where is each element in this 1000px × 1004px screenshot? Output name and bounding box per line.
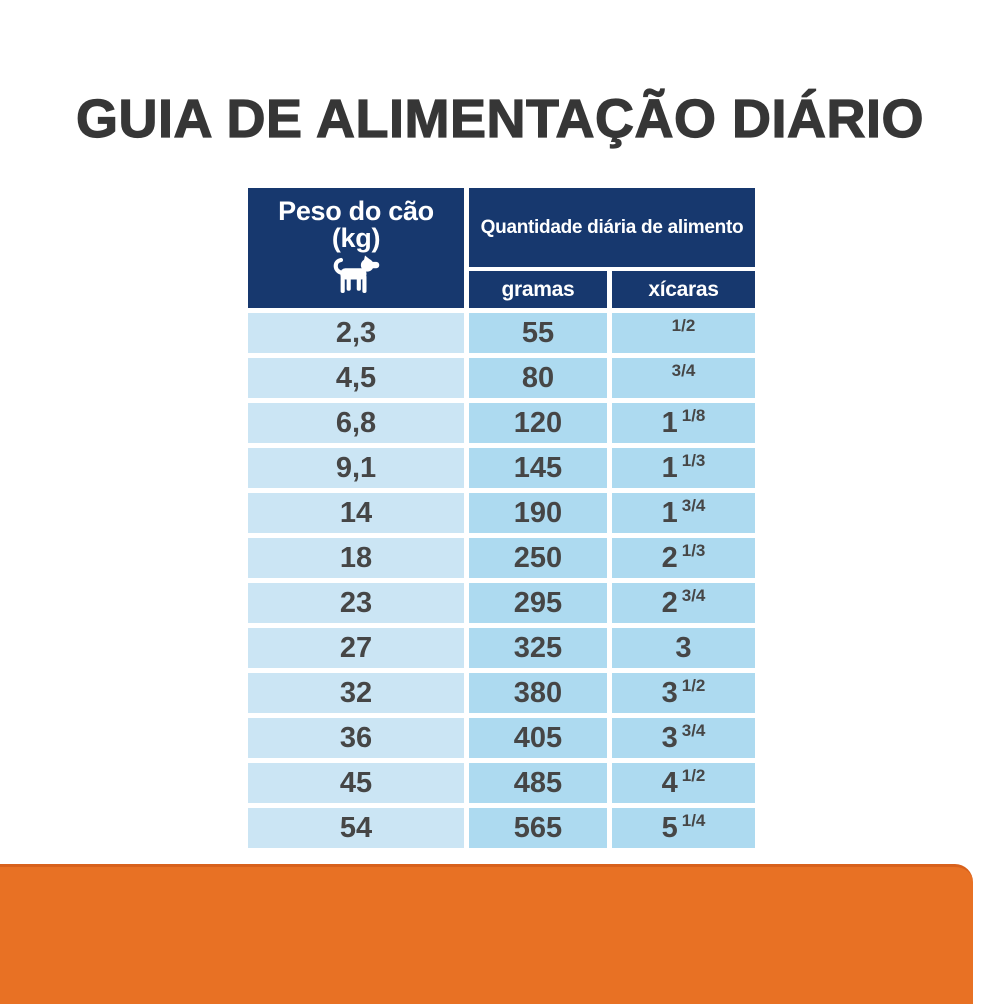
cell-dog-weight: 32 <box>248 673 464 713</box>
cell-cups: 4 1/2 <box>612 763 755 803</box>
header-cell-dog-weight: Peso do cão (kg) <box>248 188 464 308</box>
orange-footer-band <box>0 864 973 1004</box>
table-row: 6,8 120 1 1/8 <box>248 403 755 443</box>
cell-dog-weight: 45 <box>248 763 464 803</box>
cups-fraction: 1/2 <box>681 676 706 695</box>
cups-fraction: 1/3 <box>681 541 706 560</box>
dog-icon <box>333 255 380 294</box>
cell-grams: 190 <box>469 493 607 533</box>
dog-weight-unit-label: (kg) <box>331 223 381 254</box>
cell-cups: 1 1/3 <box>612 448 755 488</box>
cups-whole-number: 3 <box>661 676 678 709</box>
cups-fraction: 1/2 <box>681 766 706 785</box>
cups-fraction: 3/4 <box>681 721 706 740</box>
table-row: 32 380 3 1/2 <box>248 673 755 713</box>
cups-fraction: 3/4 <box>681 586 706 605</box>
cups-whole-number: 3 <box>675 631 692 664</box>
dog-weight-label: Peso do cão <box>278 196 434 226</box>
cell-dog-weight: 14 <box>248 493 464 533</box>
cups-fraction: 1/4 <box>681 811 706 830</box>
table-row: 45 485 4 1/2 <box>248 763 755 803</box>
cell-cups: 3/4 <box>612 358 755 398</box>
cell-grams: 250 <box>469 538 607 578</box>
page-title: GUIA DE ALIMENTAÇÃO DIÁRIO <box>75 88 924 149</box>
cell-grams: 120 <box>469 403 607 443</box>
cell-dog-weight: 4,5 <box>248 358 464 398</box>
header-cell-grams: gramas <box>469 271 607 308</box>
table-row: 54 565 5 1/4 <box>248 808 755 848</box>
cups-whole-number: 4 <box>661 766 678 799</box>
cups-fraction: 1/8 <box>681 406 706 425</box>
cups-whole-number: 5 <box>661 811 678 844</box>
cell-grams: 485 <box>469 763 607 803</box>
table-row: 14 190 1 3/4 <box>248 493 755 533</box>
table-row: 2,3 55 1/2 <box>248 313 755 353</box>
cell-dog-weight: 6,8 <box>248 403 464 443</box>
cups-fraction: 3/4 <box>671 361 696 380</box>
cell-grams: 405 <box>469 718 607 758</box>
cups-whole-number: 2 <box>661 586 678 619</box>
cups-whole-number: 2 <box>661 541 678 574</box>
table-row: 23 295 2 3/4 <box>248 583 755 623</box>
cell-cups: 2 3/4 <box>612 583 755 623</box>
cell-dog-weight: 54 <box>248 808 464 848</box>
table-body: 2,3 55 1/2 4,5 80 3/4 6,8 120 1 1/8 9,1 1… <box>248 313 755 848</box>
feeding-guide-table: Peso do cão (kg) Quantidade diária de al… <box>248 188 755 848</box>
cell-grams: 325 <box>469 628 607 668</box>
cell-grams: 55 <box>469 313 607 353</box>
cell-cups: 5 1/4 <box>612 808 755 848</box>
cups-whole-number: 1 <box>661 451 678 484</box>
header-cell-daily-quantity: Quantidade diária de alimento <box>469 188 755 267</box>
cell-cups: 1/2 <box>612 313 755 353</box>
cell-cups: 3 3/4 <box>612 718 755 758</box>
cell-dog-weight: 36 <box>248 718 464 758</box>
cell-cups: 3 <box>612 628 755 668</box>
cell-dog-weight: 9,1 <box>248 448 464 488</box>
table-row: 27 325 3 <box>248 628 755 668</box>
table-row: 9,1 145 1 1/3 <box>248 448 755 488</box>
cell-cups: 3 1/2 <box>612 673 755 713</box>
cell-grams: 565 <box>469 808 607 848</box>
cell-dog-weight: 23 <box>248 583 464 623</box>
cups-whole-number: 3 <box>661 721 678 754</box>
cups-whole-number: 1 <box>661 406 678 439</box>
cell-dog-weight: 2,3 <box>248 313 464 353</box>
cell-grams: 145 <box>469 448 607 488</box>
table-row: 4,5 80 3/4 <box>248 358 755 398</box>
cups-whole-number: 1 <box>661 496 678 529</box>
cell-cups: 2 1/3 <box>612 538 755 578</box>
cups-fraction: 1/3 <box>681 451 706 470</box>
cell-grams: 80 <box>469 358 607 398</box>
table-row: 18 250 2 1/3 <box>248 538 755 578</box>
table-row: 36 405 3 3/4 <box>248 718 755 758</box>
cell-grams: 295 <box>469 583 607 623</box>
table-header: Peso do cão (kg) Quantidade diária de al… <box>248 188 755 308</box>
cell-dog-weight: 18 <box>248 538 464 578</box>
cell-cups: 1 3/4 <box>612 493 755 533</box>
cell-dog-weight: 27 <box>248 628 464 668</box>
header-cell-cups: xícaras <box>612 271 755 308</box>
cups-fraction: 3/4 <box>681 496 706 515</box>
cell-grams: 380 <box>469 673 607 713</box>
cups-fraction: 1/2 <box>671 316 696 335</box>
cell-cups: 1 1/8 <box>612 403 755 443</box>
